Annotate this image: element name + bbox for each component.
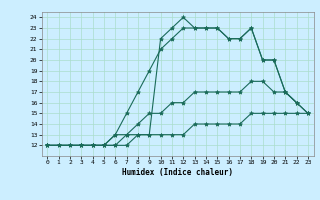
X-axis label: Humidex (Indice chaleur): Humidex (Indice chaleur) — [122, 168, 233, 177]
